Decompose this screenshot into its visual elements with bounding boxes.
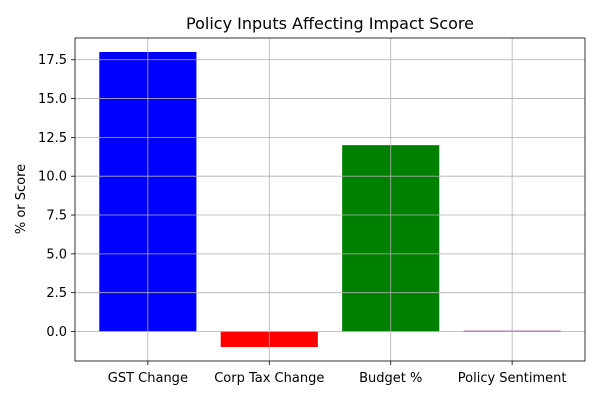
y-axis-label: % or Score [14,164,29,234]
x-tick-label-3: Policy Sentiment [458,371,567,386]
y-tick-label-1: 2.5 [46,286,67,301]
x-tick-label-0: GST Change [108,371,188,386]
y-tick-label-6: 15.0 [38,92,67,107]
x-tick-label-1: Corp Tax Change [214,371,324,386]
x-tick-label-2: Budget % [359,371,422,386]
y-tick-label-7: 17.5 [38,53,67,68]
y-tick-label-4: 10.0 [38,170,67,185]
y-tick-label-0: 0.0 [46,325,67,340]
plot-area: 0.0 2.5 5.0 7.5 10.0 12.5 15.0 17.5 GST Change Co… [38,37,586,386]
plot-frame [74,37,586,362]
chart-title: Policy Inputs Affecting Impact Score [186,14,474,33]
y-tick-label-5: 12.5 [38,131,67,146]
y-tick-label-2: 5.0 [46,247,67,262]
y-tick-label-3: 7.5 [46,209,67,224]
